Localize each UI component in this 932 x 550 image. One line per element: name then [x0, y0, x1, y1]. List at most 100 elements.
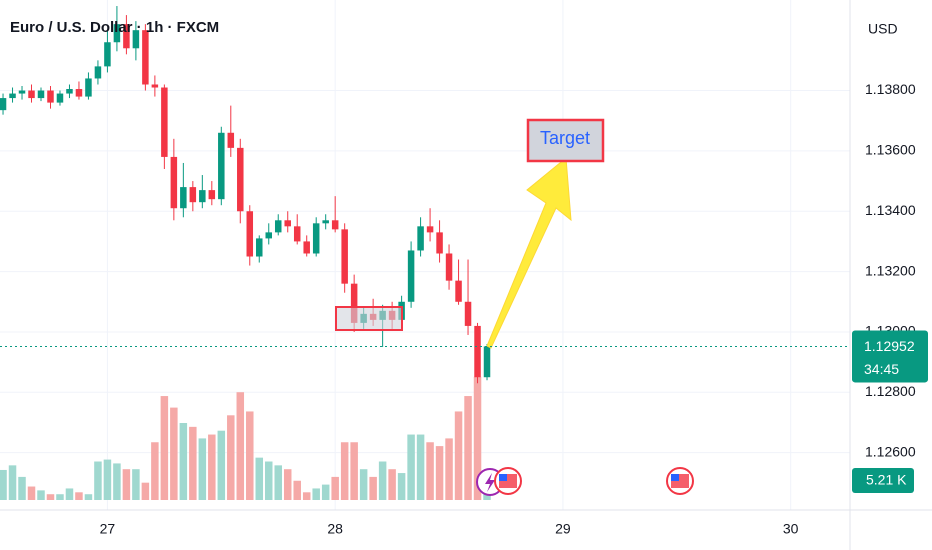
volume-bar — [302, 492, 311, 500]
candles — [0, 6, 491, 384]
y-tick-label: 1.13600 — [865, 142, 916, 158]
volume-bar — [236, 392, 245, 500]
candle-body — [47, 90, 54, 103]
y-tick-label: 1.13400 — [865, 202, 916, 218]
candle-body — [341, 229, 348, 284]
volume-bar — [293, 480, 301, 500]
volume-bar — [189, 426, 197, 500]
candle-body — [436, 232, 443, 254]
candle-body — [66, 89, 73, 94]
volume-bar — [132, 469, 140, 500]
price-axis: 1.138001.136001.134001.132001.130001.128… — [852, 81, 928, 493]
target-label: Target — [540, 128, 590, 148]
volume-bar — [151, 442, 159, 500]
volume-bar — [170, 407, 178, 500]
consolidation-box — [335, 306, 403, 331]
candle-body — [417, 226, 424, 251]
candle-body — [350, 283, 358, 323]
candle-body — [464, 301, 472, 326]
volume-bar — [141, 482, 150, 500]
bolt — [485, 473, 495, 492]
volume-bar — [179, 423, 188, 500]
volume-bar — [246, 411, 254, 500]
volume-bar — [369, 476, 377, 500]
x-tick-label: 27 — [100, 521, 116, 537]
volume-bar — [274, 465, 282, 500]
y-tick-label: 1.12600 — [865, 443, 916, 459]
arrow — [486, 157, 572, 349]
candle-body — [170, 156, 178, 209]
volume-bar — [113, 463, 121, 500]
volume-bar — [37, 490, 45, 500]
candle-body — [9, 93, 16, 99]
volume-bar — [378, 461, 387, 500]
volume-bar — [46, 494, 55, 500]
chart-title: Euro / U.S. Dollar · 1h · FXCM — [10, 19, 219, 36]
volume-bar — [198, 438, 207, 500]
candle-body — [274, 220, 282, 233]
volume-bar — [454, 411, 463, 500]
volume-bar — [18, 476, 26, 500]
volume-bar — [464, 396, 472, 500]
candle-body — [75, 89, 83, 97]
volume-bar — [208, 434, 216, 500]
candle-body — [246, 211, 254, 257]
volume-bar — [312, 488, 320, 500]
volume-bar — [407, 434, 415, 500]
volume-bar — [321, 484, 330, 500]
currency: USD — [868, 21, 898, 37]
candle-body — [331, 220, 339, 230]
volume-bar — [255, 457, 264, 500]
event-icons — [476, 467, 694, 496]
candle-body — [0, 98, 7, 111]
volume-bar — [27, 486, 36, 500]
candle-body — [28, 90, 35, 99]
candle-body — [56, 93, 64, 103]
volume-bar — [397, 473, 406, 500]
candle-body — [18, 90, 26, 94]
volume-bar — [0, 469, 7, 500]
candle-body — [227, 132, 235, 148]
volume-bar — [350, 442, 358, 500]
candle-body — [237, 147, 244, 212]
volume-bar — [265, 461, 273, 500]
price-label-box — [852, 330, 928, 383]
volume-bar — [122, 469, 131, 500]
volume-bar — [65, 488, 74, 500]
overlay: Target — [335, 118, 605, 349]
volume-bar — [94, 461, 102, 500]
volume-bar — [331, 476, 339, 500]
candle-body — [208, 190, 216, 200]
flag — [671, 474, 679, 481]
price-label: 1.12952 — [864, 338, 915, 354]
volume-bar — [388, 469, 396, 500]
volume-bar — [84, 494, 93, 500]
candle-body — [426, 226, 434, 233]
volume-bar — [227, 415, 235, 500]
candle-body — [189, 187, 197, 203]
candle-body — [312, 223, 320, 254]
volume-bar — [75, 492, 83, 500]
volume-bars — [0, 376, 491, 500]
candle-body — [132, 30, 140, 49]
flag — [499, 474, 507, 481]
y-tick-label: 1.13200 — [865, 262, 916, 278]
volume-bar — [217, 430, 226, 500]
volume-label-box — [852, 467, 914, 493]
grid — [0, 0, 850, 510]
volume-bar — [340, 442, 349, 500]
candle-body — [151, 84, 159, 88]
candle-body — [85, 78, 92, 97]
candle-body — [180, 187, 187, 209]
volume-bar — [160, 396, 169, 500]
candle-body — [37, 90, 45, 99]
candle-body — [104, 42, 111, 67]
volume-bar — [473, 376, 482, 500]
volume-bar — [8, 465, 17, 500]
candle-body — [303, 241, 310, 254]
volume-bar — [435, 446, 444, 500]
volume-bar — [445, 438, 453, 500]
x-tick-label: 28 — [327, 521, 343, 537]
target-box — [526, 118, 605, 163]
